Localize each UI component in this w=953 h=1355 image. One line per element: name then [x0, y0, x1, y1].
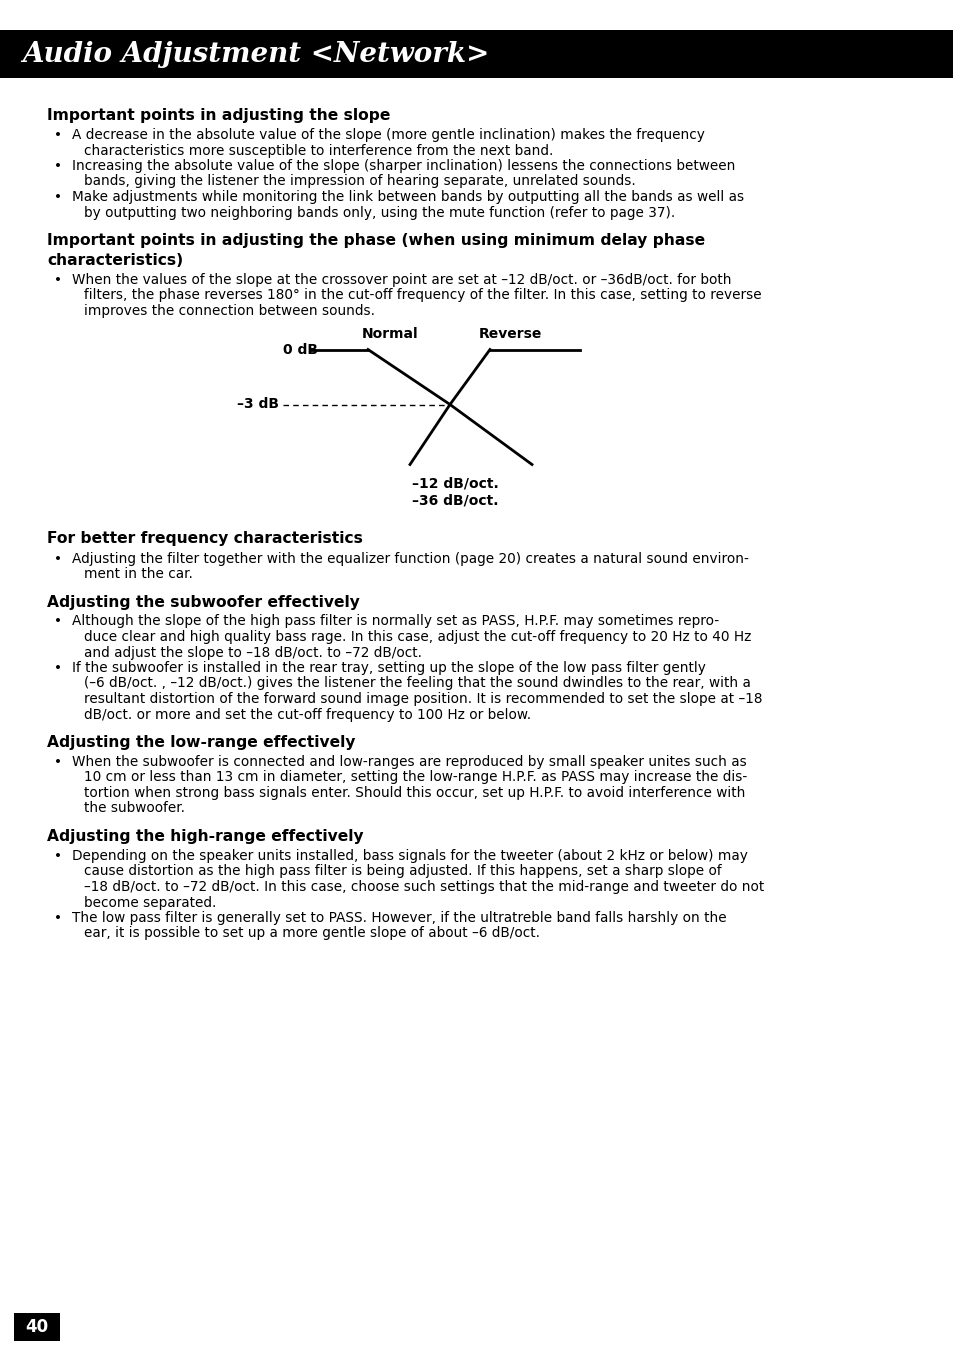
Text: •: •: [54, 661, 62, 675]
Text: If the subwoofer is installed in the rear tray, setting up the slope of the low : If the subwoofer is installed in the rea…: [71, 661, 705, 675]
Text: Important points in adjusting the slope: Important points in adjusting the slope: [47, 108, 390, 123]
Text: ear, it is possible to set up a more gentle slope of about –6 dB/oct.: ear, it is possible to set up a more gen…: [84, 927, 539, 940]
Text: –18 dB/oct. to –72 dB/oct. In this case, choose such settings that the mid-range: –18 dB/oct. to –72 dB/oct. In this case,…: [84, 879, 763, 894]
Text: A decrease in the absolute value of the slope (more gentle inclination) makes th: A decrease in the absolute value of the …: [71, 127, 704, 142]
Text: 10 cm or less than 13 cm in diameter, setting the low-range H.P.F. as PASS may i: 10 cm or less than 13 cm in diameter, se…: [84, 771, 746, 785]
Text: filters, the phase reverses 180° in the cut-off frequency of the filter. In this: filters, the phase reverses 180° in the …: [84, 289, 760, 302]
Text: •: •: [54, 190, 62, 205]
Text: improves the connection between sounds.: improves the connection between sounds.: [84, 304, 375, 318]
Text: 0 dB: 0 dB: [283, 343, 317, 356]
Text: cause distortion as the high pass filter is being adjusted. If this happens, set: cause distortion as the high pass filter…: [84, 864, 720, 878]
Text: and adjust the slope to –18 dB/oct. to –72 dB/oct.: and adjust the slope to –18 dB/oct. to –…: [84, 645, 421, 660]
Text: dB/oct. or more and set the cut-off frequency to 100 Hz or below.: dB/oct. or more and set the cut-off freq…: [84, 707, 531, 721]
Text: •: •: [54, 159, 62, 173]
Text: When the subwoofer is connected and low-ranges are reproduced by small speaker u: When the subwoofer is connected and low-…: [71, 755, 746, 770]
Text: •: •: [54, 755, 62, 770]
Text: duce clear and high quality bass rage. In this case, adjust the cut-off frequenc: duce clear and high quality bass rage. I…: [84, 630, 751, 644]
Text: Normal: Normal: [361, 328, 417, 341]
Text: ment in the car.: ment in the car.: [84, 566, 193, 581]
Text: by outputting two neighboring bands only, using the mute function (refer to page: by outputting two neighboring bands only…: [84, 206, 675, 220]
Text: (–6 dB/oct. , –12 dB/oct.) gives the listener the feeling that the sound dwindle: (–6 dB/oct. , –12 dB/oct.) gives the lis…: [84, 676, 750, 691]
Text: –3 dB: –3 dB: [236, 397, 278, 412]
Text: become separated.: become separated.: [84, 896, 216, 909]
Text: Reverse: Reverse: [477, 328, 541, 341]
Text: the subwoofer.: the subwoofer.: [84, 802, 185, 816]
Text: Depending on the speaker units installed, bass signals for the tweeter (about 2 : Depending on the speaker units installed…: [71, 850, 747, 863]
Text: resultant distortion of the forward sound image position. It is recommended to s: resultant distortion of the forward soun…: [84, 692, 761, 706]
Text: Adjusting the filter together with the equalizer function (page 20) creates a na: Adjusting the filter together with the e…: [71, 551, 748, 565]
Text: characteristics more susceptible to interference from the next band.: characteristics more susceptible to inte…: [84, 144, 553, 157]
Text: •: •: [54, 127, 62, 142]
Text: Adjusting the high-range effectively: Adjusting the high-range effectively: [47, 829, 363, 844]
Text: Make adjustments while monitoring the link between bands by outputting all the b: Make adjustments while monitoring the li…: [71, 190, 743, 205]
Bar: [14, 1313, 60, 1341]
Text: –12 dB/oct.: –12 dB/oct.: [411, 477, 497, 491]
Text: When the values of the slope at the crossover point are set at –12 dB/oct. or –3: When the values of the slope at the cros…: [71, 272, 731, 287]
Text: The low pass filter is generally set to PASS. However, if the ultratreble band f: The low pass filter is generally set to …: [71, 911, 726, 925]
Bar: [0, 30, 953, 79]
Text: Adjusting the subwoofer effectively: Adjusting the subwoofer effectively: [47, 595, 359, 610]
Text: Increasing the absolute value of the slope (sharper inclination) lessens the con: Increasing the absolute value of the slo…: [71, 159, 735, 173]
Text: –36 dB/oct.: –36 dB/oct.: [412, 493, 497, 508]
Text: Important points in adjusting the phase (when using minimum delay phase: Important points in adjusting the phase …: [47, 233, 704, 248]
Text: 40: 40: [26, 1318, 49, 1336]
Text: characteristics): characteristics): [47, 253, 183, 268]
Text: •: •: [54, 551, 62, 565]
Text: •: •: [54, 911, 62, 925]
Text: Adjusting the low-range effectively: Adjusting the low-range effectively: [47, 734, 355, 751]
Text: bands, giving the listener the impression of hearing separate, unrelated sounds.: bands, giving the listener the impressio…: [84, 175, 635, 188]
Text: •: •: [54, 272, 62, 287]
Text: Although the slope of the high pass filter is normally set as PASS, H.P.F. may s: Although the slope of the high pass filt…: [71, 615, 719, 629]
Text: tortion when strong bass signals enter. Should this occur, set up H.P.F. to avoi: tortion when strong bass signals enter. …: [84, 786, 744, 799]
Text: •: •: [54, 850, 62, 863]
Text: Audio Adjustment <Network>: Audio Adjustment <Network>: [22, 41, 489, 68]
Text: For better frequency characteristics: For better frequency characteristics: [47, 531, 362, 546]
Text: •: •: [54, 615, 62, 629]
